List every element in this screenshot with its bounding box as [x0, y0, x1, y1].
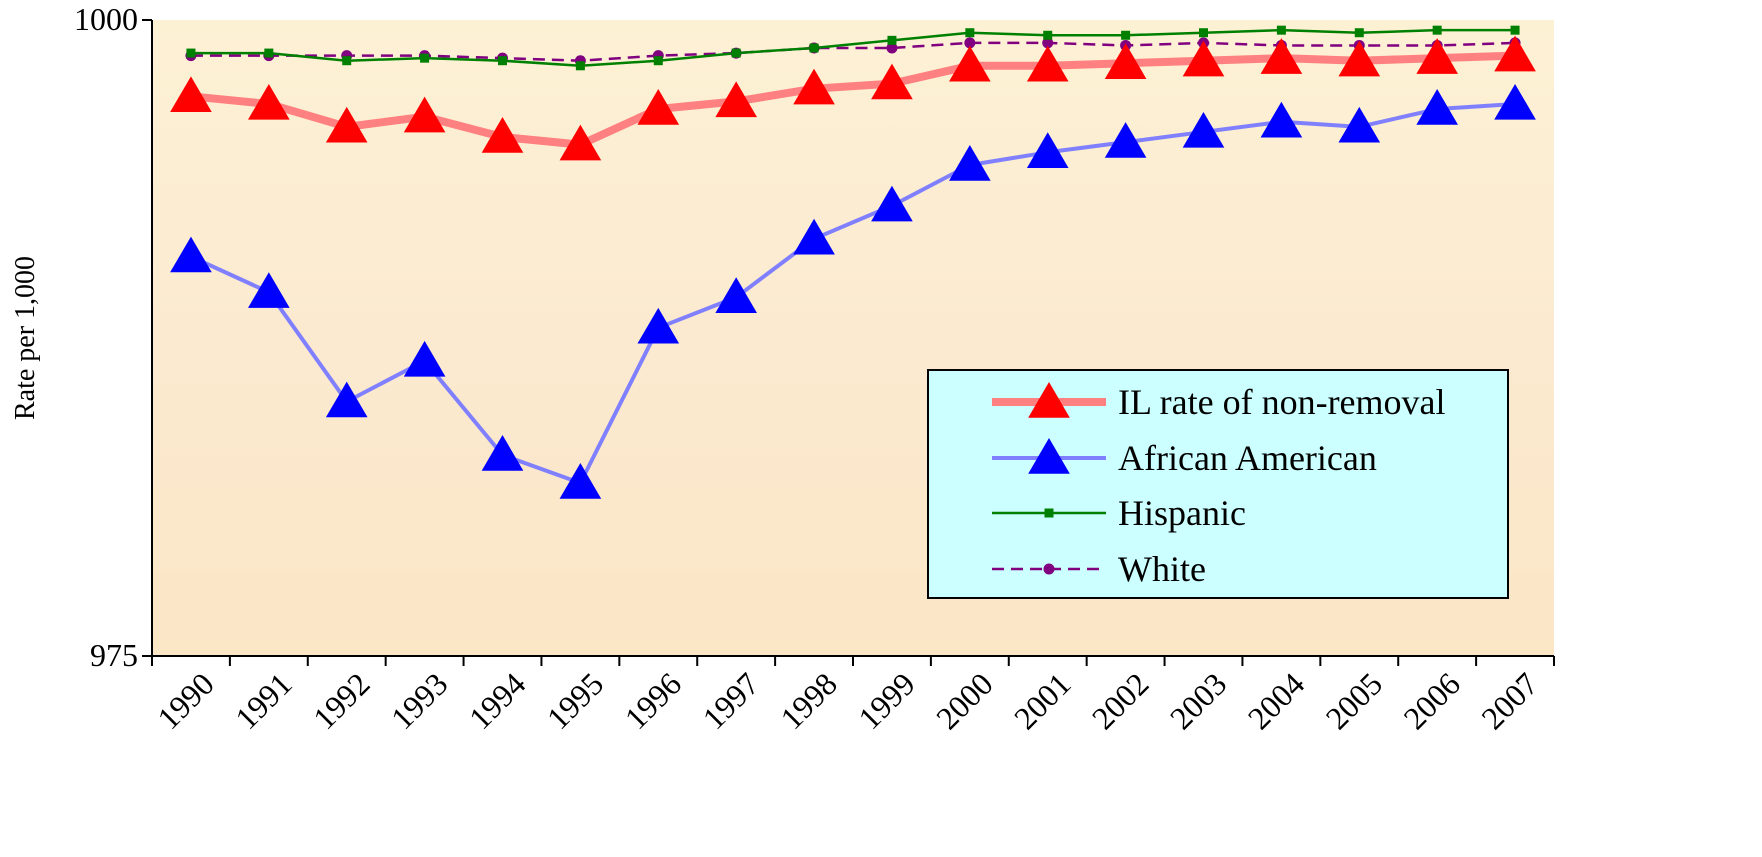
- data-point-il-rate-of-non-removal: [1026, 45, 1069, 82]
- data-point-hispanic: [1276, 25, 1286, 35]
- legend-marker-il-rate-of-non-removal: [1028, 382, 1070, 418]
- data-point-hispanic: [1043, 30, 1053, 40]
- data-point-hispanic: [731, 48, 741, 58]
- data-point-il-rate-of-non-removal: [949, 45, 991, 82]
- data-point-hispanic: [653, 56, 663, 66]
- series-layer: [170, 25, 1536, 499]
- y-tick-label: 1000: [74, 1, 138, 37]
- data-point-hispanic: [1199, 28, 1208, 38]
- data-point-african-american: [325, 381, 368, 418]
- data-point-hispanic: [498, 56, 507, 66]
- data-point-african-american: [793, 218, 835, 255]
- data-point-il-rate-of-non-removal: [793, 68, 835, 105]
- legend-label-white: White: [1118, 549, 1206, 589]
- y-axis-title: Rate per 1,000: [10, 256, 41, 420]
- data-point-il-rate-of-non-removal: [481, 117, 524, 153]
- data-point-il-rate-of-non-removal: [1494, 35, 1536, 72]
- x-tick-label: 1995: [540, 665, 611, 736]
- data-point-african-american: [481, 435, 524, 471]
- x-tick-label: 2003: [1163, 665, 1234, 736]
- data-point-white: [1042, 37, 1054, 49]
- data-point-hispanic: [1432, 25, 1442, 35]
- x-tick-label: 1994: [462, 665, 533, 736]
- data-point-hispanic: [264, 48, 274, 58]
- x-tick-label: 1996: [617, 665, 688, 736]
- x-tick-label: 1992: [306, 665, 377, 736]
- data-point-il-rate-of-non-removal: [871, 63, 913, 100]
- data-point-african-american: [715, 277, 757, 313]
- data-point-white: [886, 42, 898, 54]
- series-il-rate-of-non-removal: [170, 35, 1536, 161]
- x-tick-label: 2007: [1474, 665, 1545, 736]
- x-tick-label: 1991: [228, 665, 299, 736]
- data-point-hispanic: [1510, 25, 1520, 35]
- data-point-hispanic: [887, 35, 897, 45]
- data-point-african-american: [637, 307, 680, 344]
- x-tick-label: 1993: [384, 665, 455, 736]
- data-point-il-rate-of-non-removal: [248, 83, 290, 120]
- data-point-il-rate-of-non-removal: [325, 106, 368, 143]
- data-point-african-american: [1182, 111, 1225, 148]
- x-tick-label: 1997: [695, 665, 766, 736]
- data-point-hispanic: [420, 53, 430, 63]
- legend-label-hispanic: Hispanic: [1118, 493, 1246, 533]
- x-tick-label: 1990: [150, 665, 221, 736]
- series-hispanic: [186, 25, 1520, 71]
- data-point-il-rate-of-non-removal: [1416, 38, 1458, 74]
- data-point-hispanic: [965, 28, 975, 38]
- x-tick-label: 1999: [851, 665, 922, 736]
- x-tick-label: 2000: [929, 665, 1000, 736]
- data-point-il-rate-of-non-removal: [1104, 43, 1147, 79]
- data-point-il-rate-of-non-removal: [1338, 40, 1381, 77]
- data-point-hispanic: [186, 48, 196, 58]
- legend: IL rate of non-removal African American Hi…: [927, 369, 1509, 599]
- data-point-white: [964, 37, 976, 49]
- data-point-african-american: [248, 272, 290, 308]
- data-point-hispanic: [342, 56, 352, 66]
- data-point-african-american: [1416, 89, 1458, 125]
- x-tick-label: 2002: [1085, 665, 1156, 736]
- data-point-african-american: [403, 340, 446, 377]
- series-african-american: [170, 83, 1536, 499]
- x-tick-label: 2006: [1396, 665, 1467, 736]
- data-point-il-rate-of-non-removal: [1182, 40, 1225, 77]
- data-point-il-rate-of-non-removal: [715, 81, 757, 118]
- series-line-il-rate-of-non-removal: [190, 51, 1516, 149]
- data-point-african-american: [1026, 132, 1069, 168]
- data-point-il-rate-of-non-removal: [170, 76, 212, 113]
- data-point-hispanic: [1121, 30, 1131, 40]
- data-point-hispanic: [575, 61, 585, 71]
- x-tick-label: 2001: [1007, 665, 1078, 736]
- legend-label-african-american: African American: [1118, 438, 1377, 478]
- x-tick-label: 2004: [1241, 665, 1312, 736]
- data-point-il-rate-of-non-removal: [403, 96, 446, 133]
- data-point-african-american: [170, 236, 212, 273]
- data-point-african-american: [871, 185, 913, 222]
- legend-marker-african-american: [1028, 438, 1070, 474]
- data-point-il-rate-of-non-removal: [559, 124, 602, 161]
- data-point-african-american: [1338, 106, 1381, 143]
- data-point-african-american: [1260, 101, 1303, 138]
- x-tick-label: 1998: [773, 665, 844, 736]
- x-tick-label: 2005: [1318, 665, 1389, 736]
- data-point-african-american: [1494, 83, 1536, 120]
- legend-marker-white: [1043, 563, 1055, 575]
- series-line-white: [190, 41, 1516, 62]
- data-point-il-rate-of-non-removal: [637, 89, 680, 125]
- data-point-hispanic: [1354, 28, 1364, 38]
- data-point-african-american: [559, 463, 602, 499]
- y-tick-label: 975: [90, 637, 138, 673]
- legend-label-il-rate-of-non-removal: IL rate of non-removal: [1118, 382, 1446, 422]
- legend-box: [927, 369, 1509, 599]
- series-line-hispanic: [190, 28, 1516, 68]
- legend-marker-hispanic: [1044, 508, 1054, 518]
- data-point-hispanic: [809, 43, 819, 53]
- data-point-il-rate-of-non-removal: [1260, 38, 1303, 74]
- data-point-african-american: [949, 145, 991, 181]
- data-point-african-american: [1104, 122, 1147, 158]
